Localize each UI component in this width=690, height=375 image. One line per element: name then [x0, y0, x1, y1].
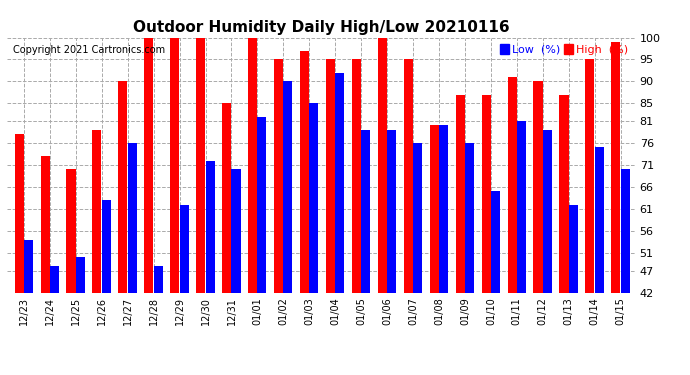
- Bar: [335, 73, 344, 375]
- Bar: [543, 130, 552, 375]
- Bar: [154, 266, 163, 375]
- Bar: [413, 143, 422, 375]
- Title: Outdoor Humidity Daily High/Low 20210116: Outdoor Humidity Daily High/Low 20210116: [132, 20, 509, 35]
- Bar: [24, 240, 33, 375]
- Text: Copyright 2021 Cartronics.com: Copyright 2021 Cartronics.com: [13, 45, 166, 55]
- Bar: [560, 94, 569, 375]
- Bar: [621, 170, 630, 375]
- Bar: [482, 94, 491, 375]
- Bar: [430, 125, 439, 375]
- Bar: [66, 170, 75, 375]
- Bar: [206, 160, 215, 375]
- Bar: [300, 51, 309, 375]
- Bar: [585, 60, 595, 375]
- Bar: [465, 143, 474, 375]
- Bar: [491, 191, 500, 375]
- Bar: [231, 170, 241, 375]
- Bar: [352, 60, 361, 375]
- Bar: [517, 121, 526, 375]
- Bar: [257, 117, 266, 375]
- Bar: [595, 147, 604, 375]
- Bar: [326, 60, 335, 375]
- Bar: [378, 38, 387, 375]
- Bar: [439, 125, 448, 375]
- Bar: [569, 205, 578, 375]
- Bar: [196, 38, 205, 375]
- Bar: [14, 134, 23, 375]
- Bar: [248, 38, 257, 375]
- Bar: [222, 104, 231, 375]
- Bar: [92, 130, 101, 375]
- Bar: [144, 38, 153, 375]
- Bar: [533, 81, 542, 375]
- Bar: [284, 81, 293, 375]
- Bar: [404, 60, 413, 375]
- Bar: [274, 60, 283, 375]
- Bar: [50, 266, 59, 375]
- Legend: Low  (%), High  (%): Low (%), High (%): [499, 43, 629, 56]
- Bar: [101, 200, 111, 375]
- Bar: [128, 143, 137, 375]
- Bar: [76, 257, 85, 375]
- Bar: [41, 156, 50, 375]
- Bar: [361, 130, 371, 375]
- Bar: [179, 205, 188, 375]
- Bar: [455, 94, 465, 375]
- Bar: [611, 42, 620, 375]
- Bar: [170, 38, 179, 375]
- Bar: [119, 81, 128, 375]
- Bar: [508, 77, 517, 375]
- Bar: [309, 104, 318, 375]
- Bar: [387, 130, 396, 375]
